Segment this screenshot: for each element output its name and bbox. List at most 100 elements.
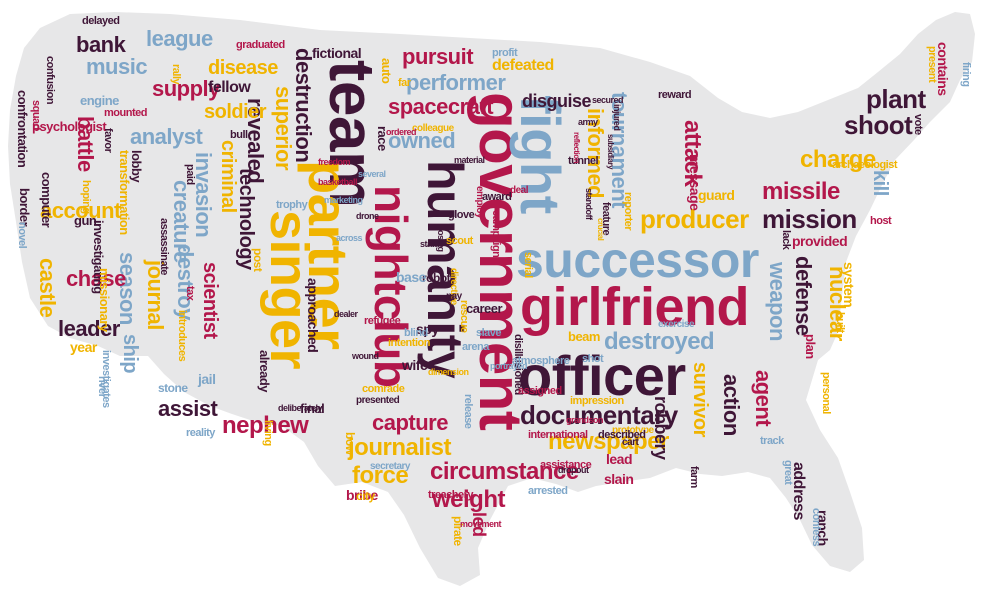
word-analyst: analyst — [130, 124, 203, 149]
word-plant: plant — [866, 84, 926, 114]
word-missile: missile — [762, 178, 840, 205]
word-agent: agent — [751, 370, 776, 427]
word-bribe: bribe — [346, 487, 378, 503]
word-border: border — [17, 188, 32, 227]
word-atmosphere: atmosphere — [512, 355, 570, 367]
word-drone: drone — [356, 211, 379, 221]
word-arrested: arrested — [528, 485, 568, 497]
word-refugee: refugee — [364, 315, 401, 327]
word-castle: castle — [35, 258, 60, 318]
word-defeated: defeated — [492, 57, 554, 74]
word-weight: weight — [432, 486, 506, 513]
word-trophy: trophy — [276, 199, 308, 211]
word-shoot: shoot — [844, 110, 913, 140]
word-message: message — [687, 154, 703, 211]
word-performer: performer — [406, 70, 506, 95]
word-deliberately: deliberately — [278, 403, 323, 413]
word-career: career — [466, 301, 503, 316]
word-auto: auto — [379, 58, 394, 84]
word-beam: beam — [568, 329, 600, 344]
word-award: award — [482, 191, 512, 203]
word-dropout: dropout — [558, 465, 589, 475]
word-criminal: criminal — [217, 140, 239, 213]
word-mission: mission — [762, 204, 857, 234]
word-losing: losing — [436, 228, 446, 252]
word-several: several — [358, 169, 386, 179]
word-spy: spy — [416, 321, 439, 337]
word-jail: jail — [198, 371, 216, 387]
word-confrontation: confrontation — [15, 90, 30, 168]
word-computer: computer — [39, 172, 54, 228]
word-campaign: campaign — [490, 210, 502, 258]
word-prototype: prototype — [612, 425, 654, 436]
word-basketball: basketball — [318, 177, 358, 187]
word-assassinate: assassinate — [158, 218, 170, 275]
word-ordered: ordered — [386, 127, 417, 137]
word-supply: supply — [152, 76, 220, 101]
word-secured: secured — [592, 95, 624, 105]
word-dealer: dealer — [334, 309, 358, 319]
word-leader: leader — [58, 316, 120, 341]
word-nephew: nephew — [222, 412, 309, 439]
word-squad: squad — [30, 100, 42, 130]
word-defense: defense — [791, 256, 816, 336]
word-farm: farm — [688, 466, 700, 488]
word-reward: reward — [658, 89, 692, 101]
word-disease: disease — [208, 57, 278, 79]
word-assistance: assistance — [540, 459, 592, 471]
word-bank: bank — [76, 32, 126, 57]
word-survivor: survivor — [689, 362, 711, 437]
word-comrade: comrade — [362, 383, 405, 395]
word-material: material — [454, 155, 485, 165]
word-cart: cart — [622, 437, 639, 448]
word-arena: arena — [462, 341, 489, 353]
word-assigned: assigned — [518, 385, 562, 397]
word-successor: successor — [516, 232, 759, 288]
word-army: army — [578, 117, 598, 127]
word-already: already — [257, 350, 272, 393]
word-scientist: scientist — [199, 262, 221, 339]
word-rescue: rescue — [458, 300, 470, 333]
word-documentary: documentary — [520, 400, 678, 430]
word-wife: wife — [402, 357, 428, 373]
word-standoff: standoff — [584, 188, 594, 220]
word-release: release — [462, 394, 474, 429]
word-plan: plan — [803, 334, 818, 359]
word-missionary: missionary — [97, 268, 112, 332]
word-mounted: mounted — [104, 107, 147, 119]
word-reporter: reporter — [622, 192, 634, 231]
word-hoping: hoping — [80, 180, 92, 214]
word-post: post — [251, 248, 265, 272]
word-chase: chase — [66, 266, 126, 291]
word-secretary: secretary — [370, 461, 410, 472]
word-slave: slave — [476, 327, 502, 339]
word-weapon: weapon — [765, 262, 790, 341]
word-movement: movement — [460, 519, 502, 529]
word-engine: engine — [80, 93, 119, 108]
word-described: described — [598, 429, 646, 441]
word-stone: stone — [158, 381, 188, 395]
word-vote: vote — [912, 114, 924, 135]
word-reflection: reflection — [572, 132, 581, 164]
word-circumstance: circumstance — [430, 458, 579, 485]
word-portrayed: portrayed — [490, 361, 528, 371]
word-girlfriend: girlfriend — [520, 277, 750, 337]
word-archaeologist: archaeologist — [832, 159, 898, 171]
word-international: international — [528, 429, 588, 441]
word-profit: profit — [492, 47, 518, 59]
word-glove: glove — [448, 209, 475, 221]
word-account: account — [40, 198, 121, 223]
word-destroy: destroy — [173, 244, 198, 320]
word-firing: firing — [960, 62, 972, 87]
word-destroyed: destroyed — [604, 328, 715, 355]
word-pursuit: pursuit — [402, 44, 474, 69]
word-wound: wound — [352, 351, 379, 361]
word-guard: guard — [698, 187, 735, 203]
word-track: track — [760, 435, 784, 447]
word-bow: bow — [343, 432, 357, 455]
word-transformation: transformation — [117, 150, 132, 235]
word-great: great — [782, 460, 794, 485]
word-ship: ship — [119, 334, 141, 374]
word-graduated: graduated — [236, 39, 285, 51]
